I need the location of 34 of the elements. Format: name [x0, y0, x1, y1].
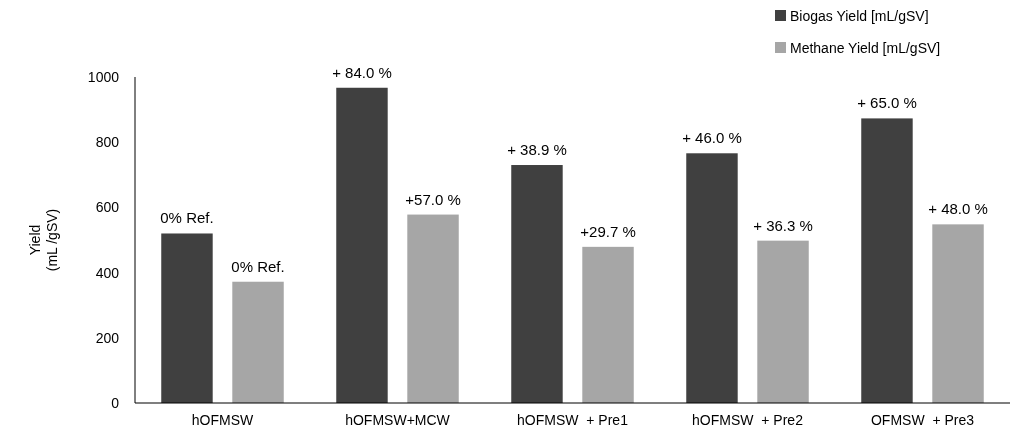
bar	[407, 214, 459, 403]
annotation: + 84.0 %	[332, 63, 392, 81]
bar	[161, 233, 213, 403]
bar	[511, 165, 563, 403]
legend-label: Methane Yield [mL/gSV]	[790, 40, 941, 56]
x-tick-label: hOFMSW	[191, 412, 254, 428]
legend-label: Biogas Yield [mL/gSV]	[790, 8, 929, 24]
annotation: +29.7 %	[580, 222, 636, 240]
annotation: + 48.0 %	[928, 200, 988, 218]
annotation: +57.0 %	[405, 190, 461, 208]
bar	[861, 118, 913, 403]
y-tick-label: 200	[95, 329, 120, 346]
bar	[336, 87, 388, 403]
y-tick-label: 1000	[87, 68, 120, 85]
annotation: 0% Ref.	[160, 209, 214, 227]
bar	[686, 153, 738, 403]
bar	[932, 224, 984, 403]
y-tick-label: 800	[95, 134, 120, 151]
annotation: + 36.3 %	[753, 216, 813, 234]
bar	[757, 240, 809, 403]
x-tick-label: hOFMSW + Pre2	[692, 412, 804, 428]
y-tick-label: 600	[95, 199, 120, 216]
annotation: + 65.0 %	[857, 94, 917, 112]
annotation: + 38.9 %	[507, 141, 567, 159]
y-tick-label: 0	[111, 394, 120, 411]
annotation: 0% Ref.	[231, 257, 285, 275]
x-tick-label: hOFMSW+MCW	[345, 412, 451, 428]
bar	[582, 246, 634, 403]
y-tick-label: 400	[95, 264, 120, 281]
x-tick-label: OFMSW + Pre3	[870, 412, 975, 428]
y-axis-title: Yield (mL /gSV)	[27, 208, 60, 272]
annotation: + 46.0 %	[682, 129, 742, 147]
x-tick-label: hOFMSW + Pre1	[517, 412, 629, 428]
bar	[232, 281, 284, 403]
